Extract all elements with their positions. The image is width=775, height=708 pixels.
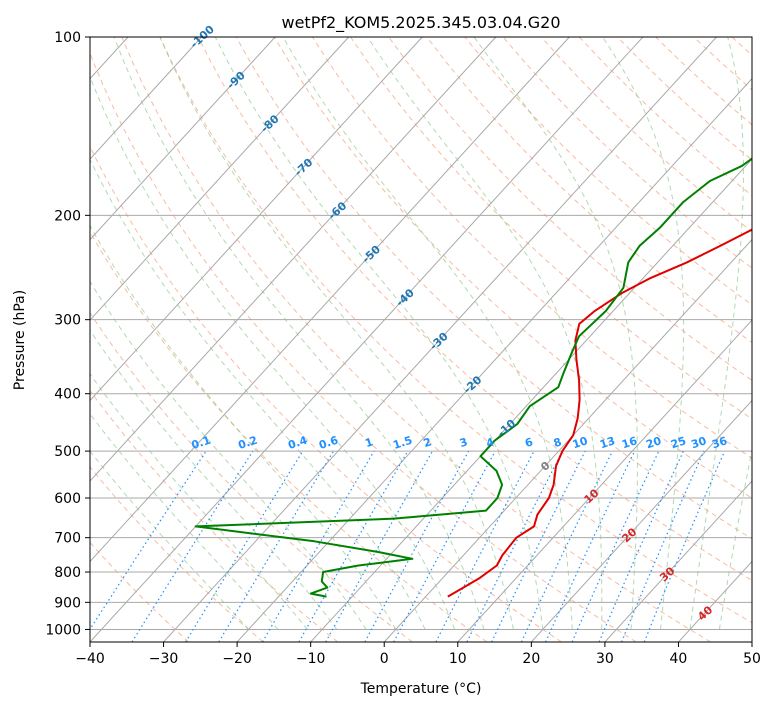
isotherm <box>236 77 752 642</box>
mixing-ratio-line <box>364 450 470 642</box>
temperature-profile <box>447 228 752 598</box>
x-tick-label: 50 <box>743 651 761 667</box>
isotherm <box>90 37 423 402</box>
mixing-ratio-label: 25 <box>669 434 688 451</box>
y-tick-label: 300 <box>54 313 81 329</box>
moist-adiabat <box>90 75 455 630</box>
isotherm <box>90 37 497 482</box>
mixing-ratio-line <box>545 450 636 642</box>
mixing-ratio-label: 30 <box>690 434 709 451</box>
mixing-ratio-label: 36 <box>710 434 729 451</box>
x-tick-label: 0 <box>380 651 389 667</box>
mixing-ratio-label: 10 <box>571 434 590 451</box>
y-tick-label: 200 <box>54 208 81 224</box>
plot-background <box>90 37 752 642</box>
mixing-ratio-label: 16 <box>620 434 639 451</box>
moist-adiabat <box>367 37 603 630</box>
isotherm <box>383 238 752 642</box>
mixing-ratio-label: 0.1 <box>190 434 213 452</box>
mixing-ratio-label: 6 <box>523 435 535 450</box>
dry-adiabat <box>90 145 562 642</box>
dry-adiabat <box>464 37 752 306</box>
mixing-ratio-label: 20 <box>644 434 663 451</box>
moist-adiabat <box>689 37 744 630</box>
grid-layer <box>90 37 752 642</box>
mixing-ratio-label: 0.4 <box>286 433 309 451</box>
moist-adiabat <box>90 224 397 630</box>
isotherm <box>90 37 276 241</box>
plot-frame <box>89 36 753 643</box>
series-layer <box>194 157 752 598</box>
moist-adiabat <box>90 158 426 630</box>
y-tick-label: 400 <box>54 387 81 403</box>
y-tick-label: 100 <box>54 30 81 46</box>
mixing-ratio-line <box>218 450 335 642</box>
mixing-ratio-line <box>90 450 207 631</box>
y-tick-label: 1000 <box>45 622 81 638</box>
mixing-ratio-line <box>520 450 614 642</box>
x-tick-label: 20 <box>522 651 540 667</box>
mixing-ratio-label: 2 <box>422 435 433 450</box>
isotherm <box>90 37 644 642</box>
y-tick-label: 600 <box>54 491 81 507</box>
chart-title: wetPf2_KOM5.2025.345.03.04.G20 <box>281 13 560 33</box>
x-tick-label: −10 <box>296 651 326 667</box>
y-tick-label: 700 <box>54 531 81 547</box>
isotherm <box>457 319 752 642</box>
plot-area <box>90 37 752 642</box>
mixing-ratio-line <box>491 450 586 642</box>
dry-adiabat <box>90 466 264 642</box>
x-tick-label: −40 <box>75 651 105 667</box>
x-tick-label: 40 <box>670 651 688 667</box>
dry-adiabat <box>388 37 752 381</box>
y-tick-label: 500 <box>54 444 81 460</box>
isotherm <box>90 37 570 563</box>
x-axis-label: Temperature (°C) <box>360 681 482 697</box>
mixing-ratio-line <box>261 450 375 642</box>
mixing-ratio-label: 1.5 <box>391 434 414 452</box>
y-tick-label: 800 <box>54 565 81 581</box>
dry-adiabat <box>90 389 339 642</box>
axis-layer: −40 −30 −20 −10 0 10 20 30 40 5010020030040050060… <box>45 30 761 667</box>
mixing-ratio-label: 1 <box>363 435 374 450</box>
mixing-ratio-line <box>393 450 496 642</box>
moist-adiabat <box>90 412 279 630</box>
mixing-ratio-label: 3 <box>458 435 469 450</box>
isotherm <box>604 480 752 642</box>
dry-adiabat <box>90 311 413 642</box>
isotherm <box>163 37 717 642</box>
moist-adiabat <box>90 280 367 630</box>
isotherm <box>751 641 752 642</box>
mixing-ratio-line <box>131 450 254 642</box>
moist-adiabat <box>90 450 249 630</box>
mixing-ratio-label: 0.2 <box>237 434 260 452</box>
mixing-ratio-label: 13 <box>598 434 617 451</box>
mixing-ratio-line <box>185 450 304 642</box>
moist-adiabat <box>159 37 514 630</box>
moist-adiabat <box>282 37 573 630</box>
moist-adiabat <box>718 446 752 630</box>
y-axis-label: Pressure (hPa) <box>12 290 28 390</box>
isotherm <box>310 158 752 642</box>
y-tick-label: 900 <box>54 595 81 611</box>
dry-adiabat <box>90 231 488 642</box>
dewpoint-profile <box>194 157 752 598</box>
mixing-ratio-label: 4 <box>485 435 497 450</box>
isotherm <box>530 399 752 642</box>
x-tick-label: 10 <box>449 651 467 667</box>
isotherm <box>90 37 202 160</box>
isotherm <box>90 37 350 321</box>
moist-adiabat <box>473 37 638 630</box>
x-tick-label: −30 <box>149 651 179 667</box>
mixing-ratio-label: 8 <box>552 435 563 450</box>
dry-adiabat <box>159 37 752 624</box>
moist-adiabat <box>602 37 685 630</box>
moist-adiabat <box>90 373 308 630</box>
dry-adiabat <box>273 37 752 499</box>
x-tick-label: −20 <box>222 651 252 667</box>
mixing-ratio-label: 0.6 <box>317 433 340 451</box>
x-tick-label: 30 <box>596 651 614 667</box>
